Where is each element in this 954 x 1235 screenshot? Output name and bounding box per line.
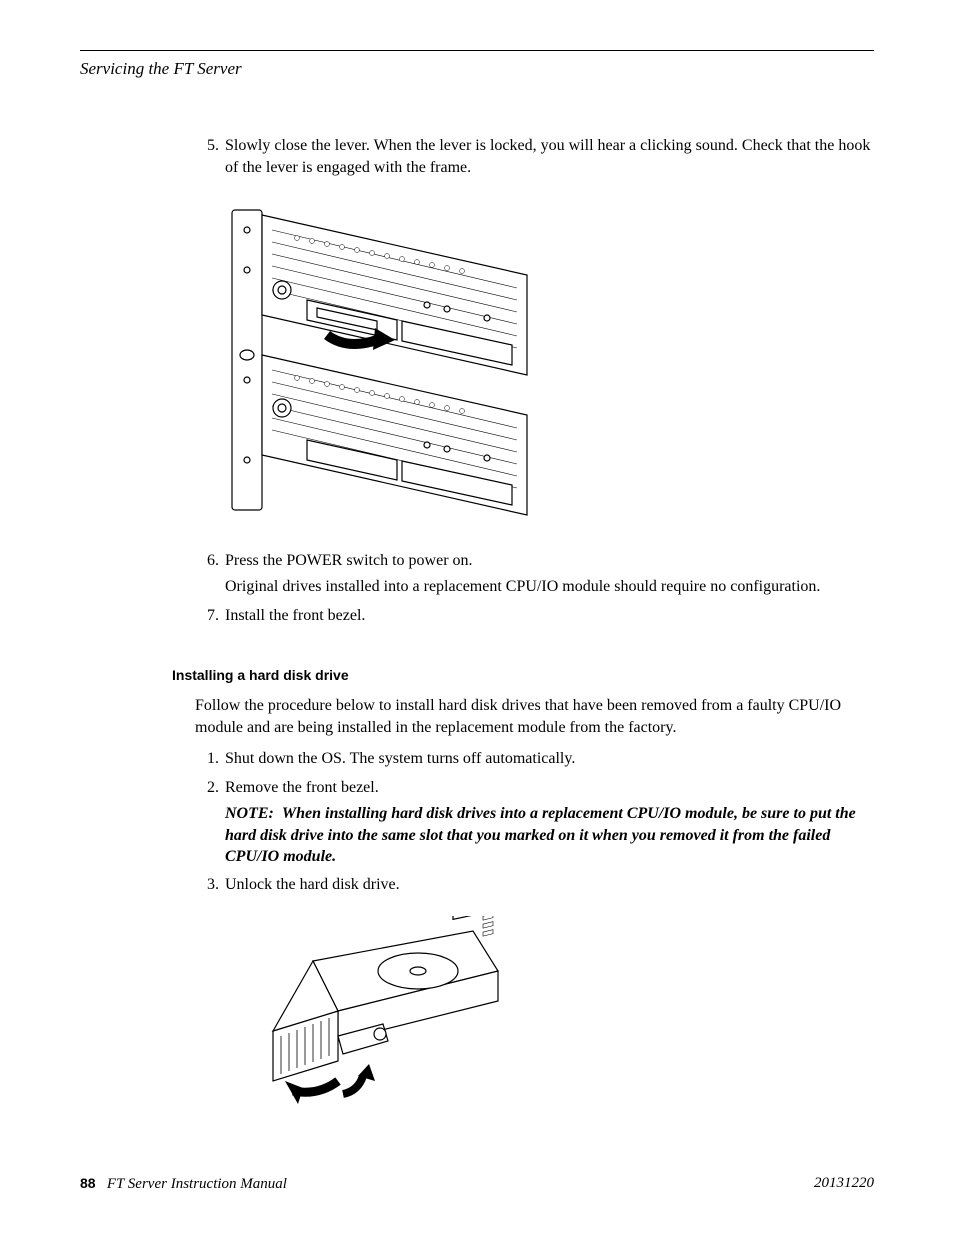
step-6: 6. Press the POWER switch to power on. O…: [195, 550, 874, 599]
step-text: Slowly close the lever. When the lever i…: [225, 135, 874, 180]
step-number: 3.: [195, 874, 219, 896]
step-text: Install the front bezel.: [225, 605, 874, 627]
header-rule: [80, 50, 874, 51]
note-label: NOTE:: [225, 805, 274, 822]
step-b3: 3. Unlock the hard disk drive.: [195, 874, 874, 896]
step-number: 2.: [195, 777, 219, 868]
figure-hdd: [243, 916, 874, 1111]
main-content: 5. Slowly close the lever. When the leve…: [195, 135, 874, 627]
step-7: 7. Install the front bezel.: [195, 605, 874, 627]
step-list-b: 1. Shut down the OS. The system turns of…: [195, 748, 874, 896]
step-5: 5. Slowly close the lever. When the leve…: [195, 135, 874, 180]
running-head: Servicing the FT Server: [80, 59, 874, 79]
footer-title: FT Server Instruction Manual: [107, 1176, 287, 1192]
section-content: Follow the procedure below to install ha…: [195, 695, 874, 1111]
step-b1: 1. Shut down the OS. The system turns of…: [195, 748, 874, 770]
footer-right: 20131220: [814, 1175, 874, 1193]
step-number: 1.: [195, 748, 219, 770]
page-footer: 88 FT Server Instruction Manual 20131220: [80, 1175, 874, 1193]
section-heading: Installing a hard disk drive: [172, 667, 874, 683]
hdd-unlock-illustration: [243, 916, 508, 1111]
step-text: Shut down the OS. The system turns off a…: [225, 748, 874, 770]
step-sub-paragraph: Original drives installed into a replace…: [225, 576, 874, 598]
step-list-a-cont: 6. Press the POWER switch to power on. O…: [195, 550, 874, 627]
note-block: NOTE: When installing hard disk drives i…: [225, 803, 874, 868]
footer-left: 88 FT Server Instruction Manual: [80, 1175, 287, 1193]
step-text-line: Remove the front bezel.: [225, 779, 379, 796]
page-number: 88: [80, 1175, 96, 1191]
step-number: 6.: [195, 550, 219, 599]
note-text: When installing hard disk drives into a …: [225, 805, 856, 865]
step-text: Press the POWER switch to power on. Orig…: [225, 550, 874, 599]
server-chassis-illustration: [227, 200, 532, 530]
step-b2: 2. Remove the front bezel. NOTE: When in…: [195, 777, 874, 868]
step-text: Unlock the hard disk drive.: [225, 874, 874, 896]
figure-server-chassis: [227, 200, 874, 530]
step-text: Remove the front bezel. NOTE: When insta…: [225, 777, 874, 868]
step-list-a: 5. Slowly close the lever. When the leve…: [195, 135, 874, 180]
step-text-line: Press the POWER switch to power on.: [225, 552, 473, 569]
step-number: 7.: [195, 605, 219, 627]
step-number: 5.: [195, 135, 219, 180]
section-intro: Follow the procedure below to install ha…: [195, 695, 874, 738]
